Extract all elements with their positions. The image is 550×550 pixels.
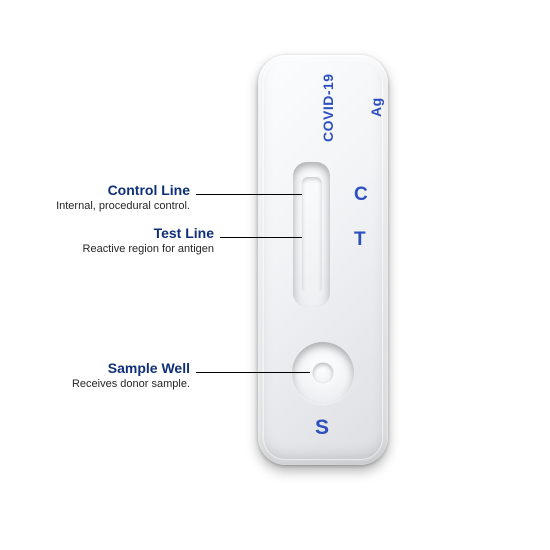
result-window [293,162,330,307]
annotation-test-sub: Reactive region for antigen [83,243,214,255]
marker-c: C [354,184,368,206]
brand-line2: Ag [368,70,384,145]
test-strip [301,177,321,293]
brand-line1: COVID-19 [320,70,336,145]
annotation-sample-sub: Receives donor sample. [72,378,190,390]
leader-sample [196,372,310,373]
annotation-test: Test Line Reactive region for antigen [83,225,214,255]
annotation-sample-title: Sample Well [72,360,190,376]
sample-well [292,342,354,404]
leader-test [220,237,302,238]
annotation-sample: Sample Well Receives donor sample. [72,360,190,390]
annotation-control: Control Line Internal, procedural contro… [56,182,190,212]
brand-label: COVID-19 Ag [288,70,416,145]
marker-t: T [354,229,366,251]
test-cassette: COVID-19 Ag C T S [258,55,388,465]
annotation-control-title: Control Line [56,182,190,198]
leader-control [196,194,302,195]
annotation-test-title: Test Line [83,225,214,241]
diagram-stage: COVID-19 Ag C T S Control Line Internal,… [0,0,550,550]
annotation-control-sub: Internal, procedural control. [56,200,190,212]
marker-s: S [315,416,329,440]
